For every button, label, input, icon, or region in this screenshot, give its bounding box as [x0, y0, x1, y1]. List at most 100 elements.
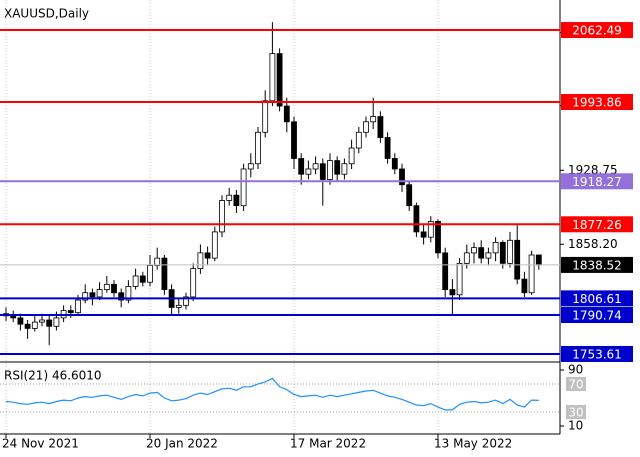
candle-body [535, 254, 542, 266]
candle-body [118, 292, 125, 301]
candle-body [46, 319, 53, 327]
candle-body [334, 160, 341, 175]
rsi-line [5, 377, 539, 411]
level-label: 2062.49 [572, 24, 622, 38]
candle-body [456, 262, 463, 296]
level-label: 1877.26 [572, 218, 622, 232]
level-box [561, 173, 633, 190]
level-label: 1753.61 [572, 347, 622, 361]
chart-title: XAUUSD,Daily [4, 7, 89, 21]
candle-body [355, 131, 362, 149]
candle-body [363, 121, 369, 133]
x-tick-label: 24 Nov 2021 [2, 437, 79, 451]
candle-body [226, 194, 233, 201]
candle-body [204, 252, 211, 259]
candle-body [269, 53, 276, 102]
candle-body [471, 247, 477, 254]
rsi-title: RSI(21) 46.6010 [4, 369, 102, 383]
candle-body [10, 315, 17, 319]
candle-body [399, 168, 405, 186]
candle-body [190, 268, 197, 298]
candle-body [291, 121, 297, 159]
plot: 24 Nov 2021 20 Jan 2022 17 Mar 2022 13 May … [0, 0, 633, 451]
candle-body [528, 254, 535, 294]
candle-body [298, 158, 305, 175]
candle-body [348, 147, 355, 165]
level-box [561, 345, 633, 362]
candle-body [183, 296, 189, 306]
candle-body [103, 283, 110, 290]
level-label: 1806.61 [572, 292, 622, 306]
candle-body [147, 265, 153, 283]
rsi-level-label: 30 [568, 406, 583, 420]
candle-body [406, 184, 413, 207]
level-label: 1918.27 [572, 175, 622, 189]
candle-body [39, 319, 45, 323]
candle-body [276, 53, 283, 107]
candle-body [211, 231, 218, 259]
candle-body [463, 252, 470, 264]
candle-body [442, 252, 449, 290]
candle-body [485, 252, 492, 259]
level-box [561, 290, 633, 307]
candle-body [154, 257, 161, 266]
current-price-label: 1838.52 [572, 258, 622, 272]
x-tick-label: 17 Mar 2022 [290, 437, 366, 451]
candle-body [175, 304, 182, 308]
candle-body [219, 200, 225, 233]
candle-body [319, 163, 326, 180]
candle-body [370, 116, 377, 123]
level-label: 1993.86 [572, 96, 622, 110]
candle-body [507, 239, 513, 264]
candle-body [262, 100, 269, 133]
candle-body [233, 194, 240, 207]
rsi-level-box [566, 377, 586, 391]
rsi-level-label: 70 [568, 378, 583, 392]
candle-body [435, 221, 441, 254]
candle-body [341, 163, 348, 175]
x-tick-label: 20 Jan 2022 [146, 437, 218, 451]
candle-body [89, 292, 96, 298]
candle-body [305, 168, 312, 175]
x-tick-label: 13 May 2022 [434, 437, 512, 451]
candle-body [111, 283, 117, 294]
level-label: 1790.74 [572, 309, 622, 323]
y-tick-label: 90 [568, 363, 583, 377]
candle-body [312, 163, 319, 170]
y-tick-label: 10 [568, 419, 583, 433]
candle-body [514, 239, 521, 280]
y-tick-label: 1858.20 [568, 237, 618, 251]
candle-body [427, 221, 434, 238]
current-price-box [561, 256, 633, 273]
candle-body [240, 168, 247, 207]
candle-body [96, 289, 103, 298]
level-box [561, 216, 633, 233]
candle-body [197, 252, 204, 270]
candle-body [499, 241, 506, 264]
candle-body [125, 286, 132, 301]
candle-body [449, 289, 456, 296]
candle-body [327, 160, 333, 180]
candle-body [53, 317, 60, 327]
candle-body [132, 275, 139, 287]
candle-body [67, 310, 74, 314]
candle-body [384, 137, 391, 159]
candle-body [82, 292, 89, 301]
level-box [561, 22, 633, 39]
candle-body [420, 231, 427, 238]
candle-body [283, 105, 290, 123]
rsi-level-box [566, 405, 586, 419]
candle-body [255, 131, 261, 165]
candle-body [75, 299, 81, 314]
candle-body [413, 205, 420, 233]
candle-body [139, 275, 146, 283]
level-box [561, 307, 633, 324]
candle-body [478, 247, 485, 259]
level-box [561, 94, 633, 111]
candle-body [377, 116, 384, 138]
candle-body [492, 241, 499, 254]
candle-body [24, 323, 31, 329]
candle-body [161, 257, 168, 290]
